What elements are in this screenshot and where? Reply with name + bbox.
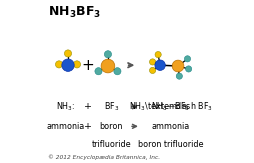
Text: boron: boron (99, 122, 122, 131)
Circle shape (113, 68, 120, 75)
Text: NH$_3$\textemdash BF$_3$: NH$_3$\textemdash BF$_3$ (128, 101, 212, 113)
Circle shape (149, 59, 155, 65)
Text: +: + (83, 122, 91, 131)
Text: ammonia: ammonia (46, 122, 84, 131)
Text: +: + (83, 102, 91, 111)
Text: NH$_3$:: NH$_3$: (56, 101, 75, 113)
Circle shape (154, 52, 161, 58)
Circle shape (64, 50, 71, 57)
Circle shape (154, 60, 165, 70)
Circle shape (73, 61, 80, 68)
Circle shape (94, 68, 102, 75)
Circle shape (104, 51, 111, 58)
Circle shape (101, 59, 114, 73)
Circle shape (184, 56, 190, 62)
Circle shape (185, 66, 191, 72)
Circle shape (61, 59, 74, 71)
Circle shape (55, 61, 62, 68)
Text: NH$_3$—BF$_3$: NH$_3$—BF$_3$ (151, 101, 189, 113)
Text: BF$_3$: BF$_3$ (103, 101, 118, 113)
Circle shape (171, 60, 183, 72)
Text: boron trifluoride: boron trifluoride (137, 140, 203, 149)
Text: +: + (81, 58, 94, 73)
Text: ammonia: ammonia (151, 122, 189, 131)
Text: © 2012 Encyclopædia Britannica, Inc.: © 2012 Encyclopædia Britannica, Inc. (48, 154, 160, 160)
Text: $\mathbf{NH_3BF_3}$: $\mathbf{NH_3BF_3}$ (48, 5, 101, 20)
Circle shape (176, 73, 182, 79)
Circle shape (149, 67, 155, 74)
Text: trifluoride: trifluoride (91, 140, 131, 149)
